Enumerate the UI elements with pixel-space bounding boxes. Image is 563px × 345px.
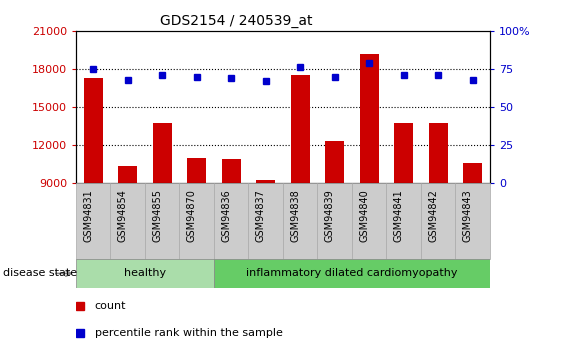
Text: GSM94831: GSM94831 [83, 189, 93, 241]
Text: GSM94843: GSM94843 [463, 189, 472, 241]
Text: GSM94837: GSM94837 [256, 189, 266, 242]
Bar [214, 183, 248, 259]
Text: count: count [95, 301, 126, 311]
Text: GSM94870: GSM94870 [187, 189, 196, 242]
Bar [76, 183, 110, 259]
Bar [214, 259, 490, 288]
Bar [325, 141, 344, 297]
Text: GSM94842: GSM94842 [428, 189, 438, 242]
Bar [153, 124, 172, 297]
Bar [84, 78, 102, 297]
Bar [222, 159, 240, 297]
Text: disease state: disease state [3, 268, 77, 278]
Bar [145, 183, 180, 259]
Text: GSM94854: GSM94854 [118, 189, 128, 242]
Bar [110, 183, 145, 259]
Text: GSM94836: GSM94836 [221, 189, 231, 241]
Bar [256, 180, 275, 297]
Text: percentile rank within the sample: percentile rank within the sample [95, 328, 283, 337]
Bar [291, 75, 310, 297]
Bar [463, 162, 482, 297]
Bar [352, 183, 386, 259]
Text: GSM94839: GSM94839 [325, 189, 334, 241]
Text: healthy: healthy [124, 268, 166, 278]
Bar [421, 183, 455, 259]
Bar [76, 259, 214, 288]
Text: inflammatory dilated cardiomyopathy: inflammatory dilated cardiomyopathy [246, 268, 458, 278]
Bar [118, 166, 137, 297]
Bar [318, 183, 352, 259]
Text: GSM94855: GSM94855 [152, 189, 162, 242]
Text: GSM94840: GSM94840 [359, 189, 369, 241]
Bar [180, 183, 214, 259]
Text: GDS2154 / 240539_at: GDS2154 / 240539_at [160, 14, 312, 28]
Bar [455, 183, 490, 259]
Bar [283, 183, 318, 259]
Bar [248, 183, 283, 259]
Text: GSM94838: GSM94838 [290, 189, 300, 241]
Bar [360, 54, 378, 297]
Bar [428, 124, 448, 297]
Bar [386, 183, 421, 259]
Bar [187, 158, 206, 297]
Text: GSM94841: GSM94841 [394, 189, 404, 241]
Bar [394, 124, 413, 297]
